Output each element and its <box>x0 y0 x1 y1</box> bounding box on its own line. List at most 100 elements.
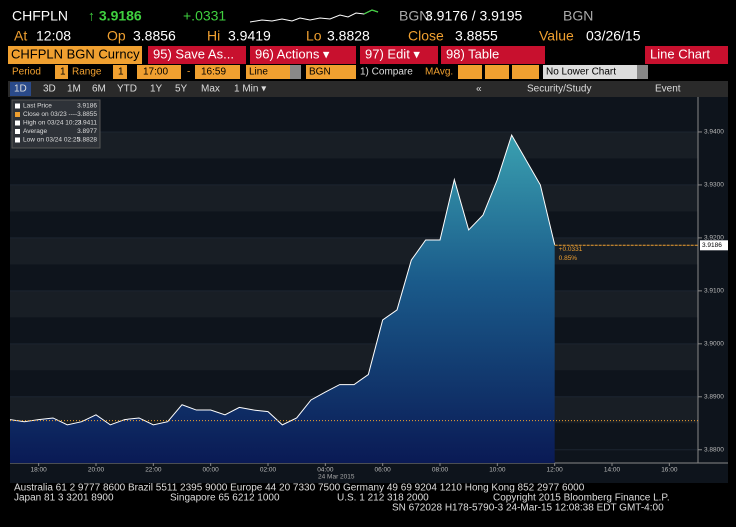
label: Value <box>539 28 574 44</box>
range[interactable]: 3D <box>43 84 56 95</box>
button[interactable] <box>360 46 438 64</box>
legend-swatch <box>15 103 20 109</box>
legend-swatch <box>15 129 20 134</box>
dropdown-arrow[interactable] <box>637 65 648 79</box>
legend-label: Last Price <box>23 103 52 110</box>
input[interactable] <box>306 65 356 79</box>
compare[interactable]: 1) Compare <box>360 67 413 78</box>
band <box>10 237 698 265</box>
input[interactable] <box>137 65 181 79</box>
legend-value: 3.9411 <box>78 120 98 127</box>
label: Close <box>408 28 444 44</box>
legend-label: High on 03/24 10:23 <box>23 120 82 127</box>
interval[interactable]: 1 Min ▾ <box>234 84 266 95</box>
legend-value: 3.8828 <box>77 137 97 144</box>
value[interactable]: 16:59 <box>201 67 226 78</box>
dropdown[interactable] <box>246 65 301 79</box>
range-selected[interactable] <box>10 82 31 96</box>
legend-swatch <box>15 112 20 117</box>
band <box>10 184 698 212</box>
x-tick-label: 18:00 <box>31 467 48 474</box>
x-tick-label: 16:00 <box>661 467 678 474</box>
button-label[interactable]: 95) Save As... <box>153 46 234 61</box>
x-tick-label: 22:00 <box>145 467 162 474</box>
label: Hi <box>207 28 220 44</box>
button[interactable] <box>441 46 545 64</box>
event[interactable]: Event <box>655 84 681 95</box>
footer-text: Australia 61 2 9777 8600 Brazil 5511 239… <box>14 483 585 494</box>
y-tick-label: 3.9200 <box>704 235 724 242</box>
label: Op <box>107 28 126 44</box>
y-tick-label: 3.9000 <box>704 341 724 348</box>
value[interactable]: 1 <box>118 67 124 78</box>
value: 3.8828 <box>327 28 370 44</box>
collapse[interactable]: « <box>476 84 482 95</box>
legend-label: Average <box>23 128 47 135</box>
price-area <box>10 135 555 463</box>
value[interactable]: Line <box>249 67 268 78</box>
quote-row: At 12:08 Op 3.8856 Hi 3.9419 Lo 3.8828 C… <box>14 28 641 44</box>
range[interactable]: 1M <box>67 84 81 95</box>
range[interactable]: Max <box>201 84 220 95</box>
range[interactable]: 1Y <box>150 84 163 95</box>
x-tick-label: 14:00 <box>604 467 621 474</box>
x-tick-label: 04:00 <box>317 467 334 474</box>
input[interactable] <box>485 65 509 79</box>
input[interactable] <box>55 65 68 79</box>
legend <box>11 99 101 149</box>
legend-swatch <box>15 120 20 126</box>
input[interactable] <box>512 65 539 79</box>
currency: BGN <box>563 8 593 24</box>
y-tick-label: 3.8800 <box>704 446 724 453</box>
button[interactable] <box>148 46 246 64</box>
button-label[interactable]: 98) Table <box>446 46 499 61</box>
dropdown[interactable] <box>543 65 648 79</box>
range[interactable]: 1D <box>14 84 27 95</box>
legend-value: 3.8977 <box>77 128 97 135</box>
value[interactable]: 17:00 <box>143 67 168 78</box>
input[interactable] <box>458 65 482 79</box>
legend-value: 3.9186 <box>77 103 97 110</box>
button[interactable] <box>250 46 356 64</box>
chart-type-box[interactable] <box>645 46 728 64</box>
price-line <box>9 133 556 426</box>
band <box>10 290 698 318</box>
band <box>10 343 698 371</box>
label: Period <box>12 67 41 78</box>
x-tick-label: 12:00 <box>547 467 564 474</box>
sparkline-end <box>363 9 379 15</box>
legend-label: Low on 03/24 02:25 <box>23 137 80 144</box>
footer-text: Singapore 65 6212 1000 <box>170 493 280 504</box>
button-label[interactable]: 96) Actions ▾ <box>255 46 330 61</box>
study[interactable]: Security/Study <box>527 84 591 95</box>
currency: BGN <box>399 8 429 24</box>
value[interactable]: 1 <box>60 67 66 78</box>
x-tick-label: 20:00 <box>88 467 105 474</box>
legend-label: Close on 03/23 ---- <box>23 111 77 118</box>
label: Range <box>72 67 102 78</box>
band <box>10 131 698 159</box>
x-tick-label: 02:00 <box>260 467 277 474</box>
dropdown-arrow[interactable] <box>290 65 301 79</box>
x-tick-label: 00:00 <box>203 467 220 474</box>
range[interactable]: 6M <box>92 84 106 95</box>
range[interactable]: 5Y <box>175 84 188 95</box>
footer-text: Copyright 2015 Bloomberg Finance L.P. <box>493 493 670 504</box>
y-tick-label: 3.9400 <box>704 129 724 136</box>
input[interactable] <box>113 65 127 79</box>
y-tick-label: 3.9300 <box>704 182 724 189</box>
range-bar <box>8 81 728 97</box>
range[interactable]: YTD <box>117 84 137 95</box>
change: +.0331 <box>183 8 226 24</box>
value[interactable]: No Lower Chart <box>546 67 616 78</box>
x-tick-label: 10:00 <box>489 467 506 474</box>
last-price-label: 3.9186 <box>702 242 722 249</box>
input[interactable] <box>195 65 240 79</box>
value[interactable]: BGN <box>309 67 331 78</box>
button-label[interactable]: 97) Edit ▾ <box>365 46 420 61</box>
chart-type[interactable]: Line Chart <box>650 46 710 61</box>
y-tick-label: 3.8900 <box>704 394 724 401</box>
value: 3.8855 <box>455 28 498 44</box>
